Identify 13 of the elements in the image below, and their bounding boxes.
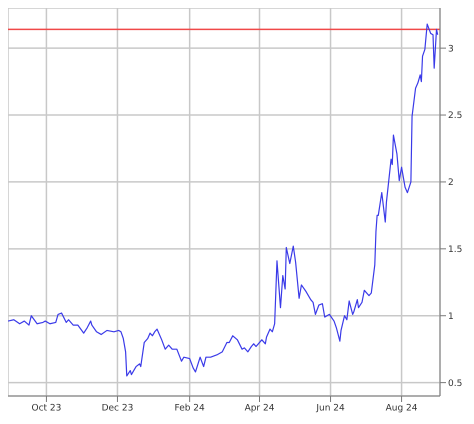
- y-tick-label: 1.5: [448, 245, 462, 256]
- y-tick-label: 2.5: [448, 111, 462, 122]
- x-tick-label: Jun 24: [315, 403, 345, 414]
- y-tick-label: 3: [448, 44, 454, 54]
- x-tick-label: Dec 23: [102, 403, 134, 414]
- x-tick-label: Apr 24: [244, 403, 275, 414]
- x-tick-label: Oct 23: [31, 403, 62, 414]
- y-tick-label: 2: [448, 178, 454, 188]
- y-tick-label: 1: [448, 312, 454, 322]
- line-series: [8, 23, 438, 377]
- x-tick-label: Aug 24: [386, 403, 418, 414]
- x-tick-label: Feb 24: [174, 403, 206, 414]
- y-tick-label: 0.5: [448, 378, 462, 389]
